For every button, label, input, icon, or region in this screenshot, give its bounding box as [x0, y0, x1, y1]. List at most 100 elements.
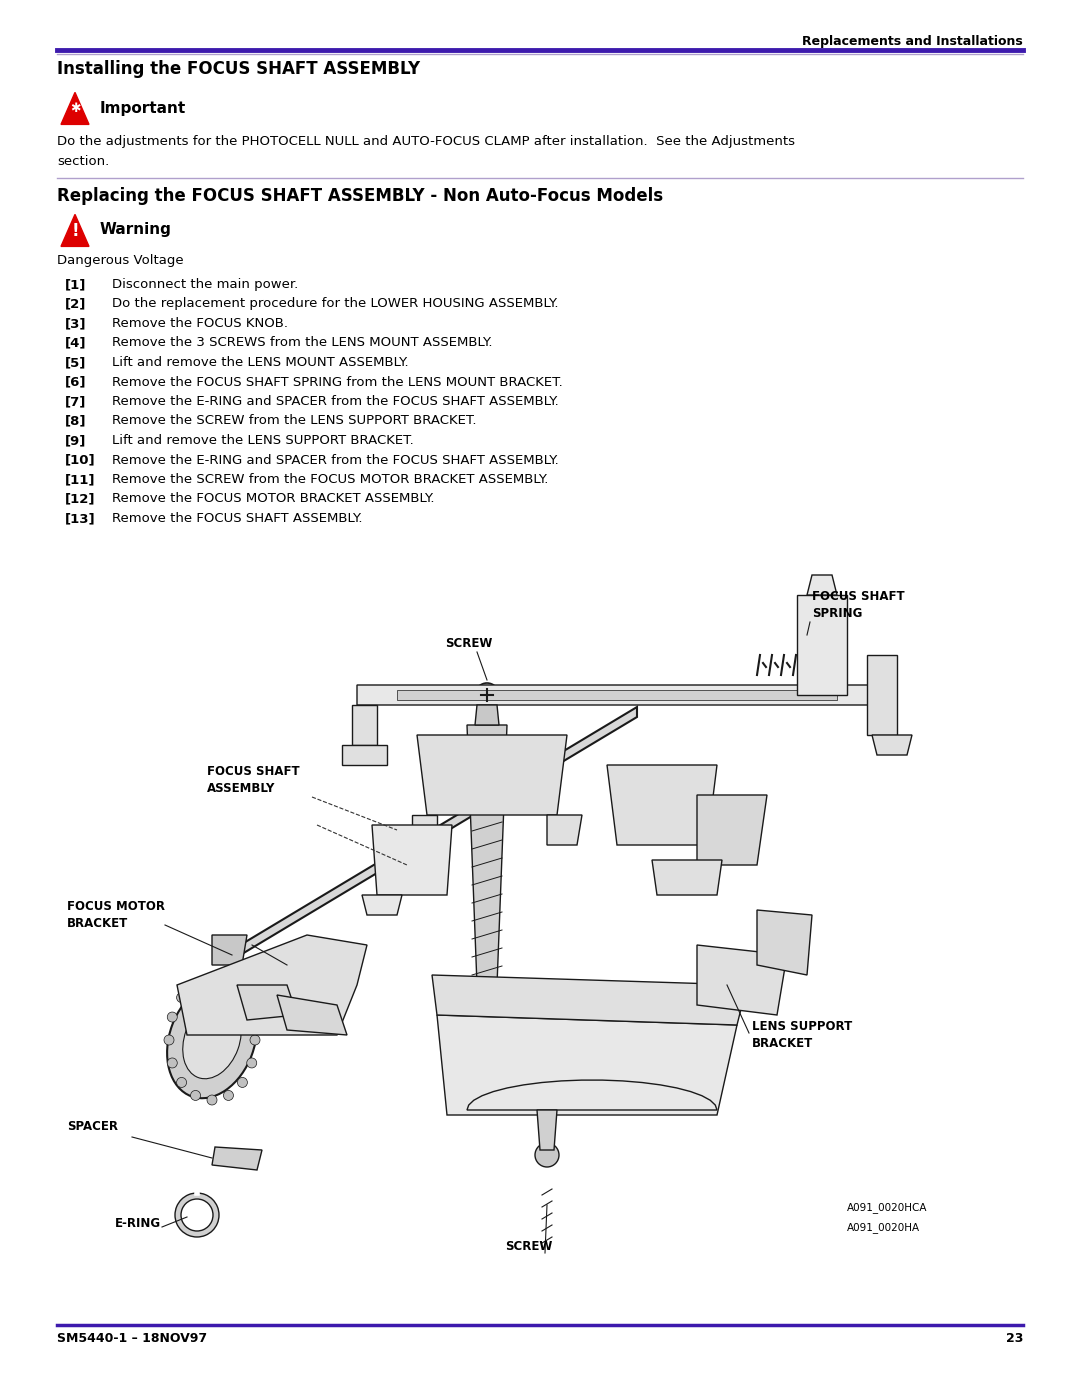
- Polygon shape: [397, 690, 837, 700]
- Text: Remove the SCREW from the FOCUS MOTOR BRACKET ASSEMBLY.: Remove the SCREW from the FOCUS MOTOR BR…: [112, 474, 549, 486]
- Circle shape: [475, 683, 499, 707]
- Text: ASSEMBLY: ASSEMBLY: [207, 782, 275, 795]
- Polygon shape: [697, 795, 767, 865]
- Text: Installing the FOCUS SHAFT ASSEMBLY: Installing the FOCUS SHAFT ASSEMBLY: [57, 60, 420, 78]
- Polygon shape: [212, 935, 247, 965]
- Circle shape: [224, 1091, 233, 1101]
- Circle shape: [207, 975, 217, 985]
- Text: SM5440-1 – 18NOV97: SM5440-1 – 18NOV97: [57, 1331, 207, 1345]
- Circle shape: [535, 1143, 559, 1166]
- Polygon shape: [652, 861, 723, 895]
- Text: Dangerous Voltage: Dangerous Voltage: [57, 254, 184, 267]
- Polygon shape: [411, 814, 437, 845]
- Polygon shape: [867, 655, 897, 735]
- Polygon shape: [352, 705, 377, 745]
- Text: Remove the SCREW from the LENS SUPPORT BRACKET.: Remove the SCREW from the LENS SUPPORT B…: [112, 415, 476, 427]
- Circle shape: [167, 1058, 177, 1067]
- Circle shape: [224, 979, 233, 989]
- Circle shape: [238, 993, 247, 1003]
- Polygon shape: [607, 766, 717, 845]
- Text: Lift and remove the LENS SUPPORT BRACKET.: Lift and remove the LENS SUPPORT BRACKET…: [112, 434, 414, 447]
- Text: [5]: [5]: [65, 356, 86, 369]
- Text: [10]: [10]: [65, 454, 96, 467]
- Text: Replacing the FOCUS SHAFT ASSEMBLY - Non Auto-Focus Models: Replacing the FOCUS SHAFT ASSEMBLY - Non…: [57, 187, 663, 205]
- Text: Disconnect the main power.: Disconnect the main power.: [112, 278, 298, 291]
- Polygon shape: [797, 595, 847, 694]
- Circle shape: [246, 1011, 257, 1023]
- Text: [7]: [7]: [65, 395, 86, 408]
- Ellipse shape: [183, 1002, 241, 1078]
- Text: section.: section.: [57, 155, 109, 168]
- Text: Remove the E-RING and SPACER from the FOCUS SHAFT ASSEMBLY.: Remove the E-RING and SPACER from the FO…: [112, 454, 558, 467]
- Polygon shape: [432, 975, 747, 1025]
- Text: Do the adjustments for the PHOTOCELL NULL and AUTO-FOCUS CLAMP after installatio: Do the adjustments for the PHOTOCELL NUL…: [57, 136, 795, 148]
- Circle shape: [249, 1035, 260, 1045]
- Text: !: !: [71, 222, 79, 240]
- Text: [4]: [4]: [65, 337, 86, 349]
- Text: Remove the FOCUS SHAFT SPRING from the LENS MOUNT BRACKET.: Remove the FOCUS SHAFT SPRING from the L…: [112, 376, 563, 388]
- Text: BRACKET: BRACKET: [752, 1037, 813, 1051]
- Polygon shape: [232, 707, 637, 960]
- Text: 23: 23: [1005, 1331, 1023, 1345]
- Polygon shape: [437, 1016, 737, 1115]
- Text: FOCUS SHAFT: FOCUS SHAFT: [812, 590, 905, 604]
- Circle shape: [177, 993, 187, 1003]
- Text: Remove the E-RING and SPACER from the FOCUS SHAFT ASSEMBLY.: Remove the E-RING and SPACER from the FO…: [112, 395, 558, 408]
- Polygon shape: [362, 895, 402, 915]
- Text: Remove the FOCUS MOTOR BRACKET ASSEMBLY.: Remove the FOCUS MOTOR BRACKET ASSEMBLY.: [112, 493, 434, 506]
- Polygon shape: [237, 985, 297, 1020]
- Polygon shape: [177, 935, 367, 1035]
- Text: BRACKET: BRACKET: [67, 916, 129, 930]
- Polygon shape: [697, 944, 787, 1016]
- Polygon shape: [467, 1080, 717, 1111]
- Text: Remove the FOCUS SHAFT ASSEMBLY.: Remove the FOCUS SHAFT ASSEMBLY.: [112, 511, 363, 525]
- Text: ✱: ✱: [70, 102, 80, 116]
- Text: SPACER: SPACER: [67, 1120, 118, 1133]
- Polygon shape: [60, 92, 89, 124]
- Circle shape: [177, 1077, 187, 1087]
- Circle shape: [190, 1091, 201, 1101]
- Text: LENS SUPPORT: LENS SUPPORT: [752, 1020, 852, 1032]
- Text: FOCUS SHAFT: FOCUS SHAFT: [207, 766, 299, 778]
- Polygon shape: [60, 214, 89, 246]
- Text: [1]: [1]: [65, 278, 86, 291]
- Text: [2]: [2]: [65, 298, 86, 310]
- Polygon shape: [475, 705, 499, 725]
- Circle shape: [246, 1058, 257, 1067]
- Text: Remove the 3 SCREWS from the LENS MOUNT ASSEMBLY.: Remove the 3 SCREWS from the LENS MOUNT …: [112, 337, 492, 349]
- Polygon shape: [537, 1111, 557, 1150]
- Circle shape: [164, 1035, 174, 1045]
- Text: SPRING: SPRING: [812, 608, 862, 620]
- Text: SCREW: SCREW: [445, 637, 492, 650]
- Text: [13]: [13]: [65, 511, 96, 525]
- Text: [11]: [11]: [65, 474, 95, 486]
- Text: Remove the FOCUS KNOB.: Remove the FOCUS KNOB.: [112, 317, 288, 330]
- Text: [3]: [3]: [65, 317, 86, 330]
- Text: Do the replacement procedure for the LOWER HOUSING ASSEMBLY.: Do the replacement procedure for the LOW…: [112, 298, 558, 310]
- Polygon shape: [757, 909, 812, 975]
- Text: E-RING: E-RING: [114, 1217, 161, 1229]
- Text: Warning: Warning: [100, 222, 172, 237]
- Polygon shape: [546, 814, 582, 845]
- Text: A091_0020HA: A091_0020HA: [847, 1222, 920, 1234]
- Polygon shape: [417, 735, 567, 814]
- Polygon shape: [372, 826, 453, 895]
- Text: [8]: [8]: [65, 415, 86, 427]
- Text: Important: Important: [100, 101, 186, 116]
- Polygon shape: [212, 1147, 262, 1171]
- Text: Replacements and Installations: Replacements and Installations: [802, 35, 1023, 47]
- Circle shape: [238, 1077, 247, 1087]
- Text: Lift and remove the LENS MOUNT ASSEMBLY.: Lift and remove the LENS MOUNT ASSEMBLY.: [112, 356, 408, 369]
- Text: A091_0020HCA: A091_0020HCA: [847, 1201, 928, 1213]
- Circle shape: [190, 979, 201, 989]
- Polygon shape: [357, 685, 887, 705]
- Text: [12]: [12]: [65, 493, 95, 506]
- Circle shape: [167, 1011, 177, 1023]
- Text: SCREW: SCREW: [505, 1241, 552, 1253]
- Circle shape: [207, 1095, 217, 1105]
- Polygon shape: [276, 995, 347, 1035]
- Text: [9]: [9]: [65, 434, 86, 447]
- Polygon shape: [807, 576, 837, 595]
- Polygon shape: [467, 725, 507, 985]
- Text: [6]: [6]: [65, 376, 86, 388]
